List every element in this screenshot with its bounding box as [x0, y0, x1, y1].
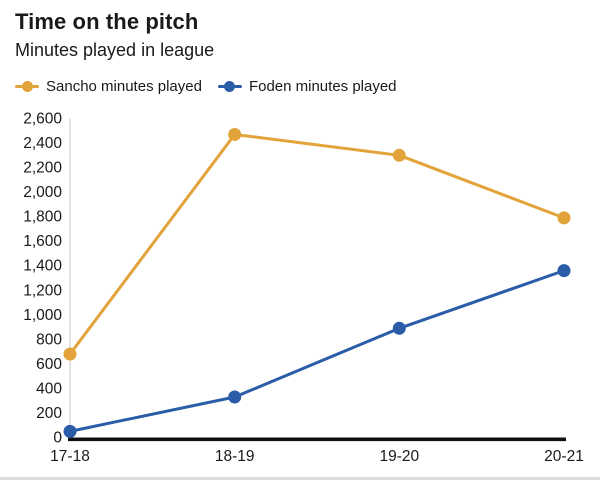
bottom-divider	[0, 477, 600, 480]
data-point-sancho-20-21	[557, 211, 571, 225]
data-point-sancho-18-19	[228, 127, 242, 141]
data-point-foden-20-21	[557, 264, 571, 278]
chart-area: 0 200 400 600 800 1,000 1,200 1,400 1,600 1,800 2,…	[0, 105, 600, 470]
data-point-foden-18-19	[228, 390, 242, 404]
y-tick-label: 0	[53, 430, 62, 447]
series-line-foden	[68, 269, 566, 433]
y-tick-label: 200	[36, 405, 62, 422]
data-point-foden-17-18	[63, 424, 77, 438]
page-title: Time on the pitch	[15, 9, 199, 34]
x-tick-label: 17-18	[50, 448, 90, 465]
page-subtitle: Minutes played in league	[15, 40, 215, 60]
chart-legend: Sancho minutes played Foden minutes play…	[15, 78, 397, 95]
line-chart: 0 200 400 600 800 1,000 1,200 1,400 1,600 1,800 2,…	[23, 111, 584, 466]
y-tick-label: 1,400	[23, 258, 62, 275]
line-dot-marker-icon	[217, 81, 242, 92]
series-line-sancho	[68, 132, 566, 356]
legend-label: Sancho minutes played	[46, 78, 202, 95]
y-tick-label: 600	[36, 356, 62, 373]
y-tick-label: 2,600	[23, 111, 62, 128]
data-point-foden-19-20	[392, 321, 406, 335]
y-tick-label: 400	[36, 380, 62, 397]
x-tick-label: 18-19	[215, 448, 255, 465]
legend-item-foden: Foden minutes played	[217, 78, 397, 95]
legend-label: Foden minutes played	[248, 78, 397, 95]
y-tick-label: 1,800	[23, 209, 62, 226]
y-tick-label: 1,200	[23, 282, 62, 299]
data-point-sancho-17-18	[63, 347, 77, 361]
data-point-sancho-19-20	[392, 148, 406, 162]
y-tick-label: 2,200	[23, 160, 62, 177]
x-tick-label: 20-21	[544, 448, 584, 465]
x-tick-label: 19-20	[379, 448, 419, 465]
y-tick-label: 1,000	[23, 307, 62, 324]
y-tick-label: 1,600	[23, 233, 62, 250]
y-tick-label: 2,000	[23, 184, 62, 201]
y-tick-label: 2,400	[23, 135, 62, 152]
legend-item-sancho: Sancho minutes played	[15, 78, 202, 95]
line-dot-marker-icon	[15, 81, 39, 92]
y-tick-label: 800	[36, 331, 62, 348]
